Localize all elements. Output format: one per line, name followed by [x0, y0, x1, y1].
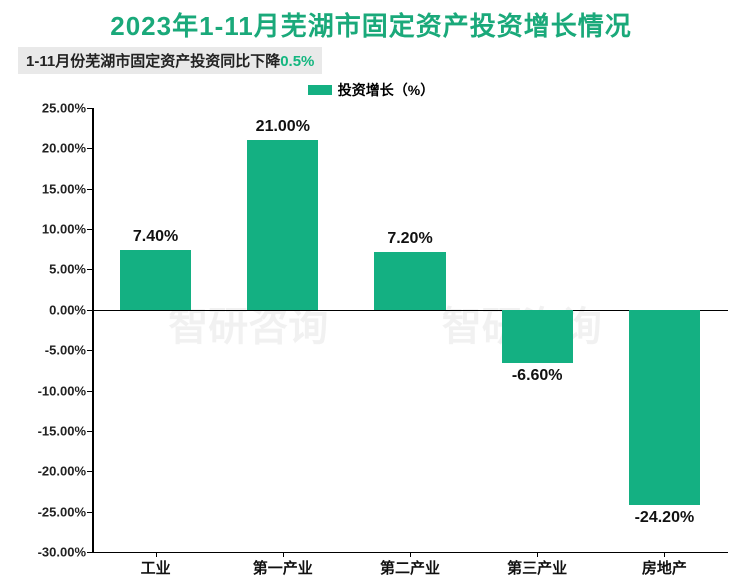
y-tick-label: 15.00%	[18, 181, 92, 196]
x-axis-bottom	[92, 552, 728, 553]
y-axis	[92, 108, 94, 552]
y-tick-label: 0.00%	[18, 302, 92, 317]
y-tick-label: 20.00%	[18, 141, 92, 156]
bar	[120, 250, 191, 310]
plot-area: 智研咨询智研咨询7.40%21.00%7.20%-6.60%-24.20%	[92, 108, 728, 552]
subtitle-prefix: 1-11月份芜湖市固定资产投资同比下降	[26, 53, 280, 70]
legend-label: 投资增长（%）	[338, 82, 434, 98]
bar	[502, 310, 573, 363]
bar-value-label: -24.20%	[635, 509, 695, 527]
bar-value-label: 7.20%	[387, 230, 432, 248]
y-tick-label: 5.00%	[18, 262, 92, 277]
legend: 投资增长（%）	[0, 80, 742, 100]
bar-value-label: 21.00%	[256, 118, 310, 136]
subtitle: 1-11月份芜湖市固定资产投资同比下降0.5%	[18, 47, 322, 74]
bar	[629, 310, 700, 505]
bar-value-label: -6.60%	[512, 367, 563, 385]
y-tick-label: -25.00%	[18, 504, 92, 519]
y-tick-label: -5.00%	[18, 343, 92, 358]
x-category-label: 工业	[141, 557, 171, 578]
x-category-label: 房地产	[642, 557, 687, 578]
bar-value-label: 7.40%	[133, 228, 178, 246]
y-tick-label: -15.00%	[18, 423, 92, 438]
x-category-label: 第二产业	[380, 557, 440, 578]
x-category-label: 第一产业	[253, 557, 313, 578]
subtitle-container: 1-11月份芜湖市固定资产投资同比下降0.5%	[18, 47, 742, 74]
chart-title: 2023年1-11月芜湖市固定资产投资增长情况	[0, 0, 742, 43]
x-category-label: 第三产业	[507, 557, 567, 578]
bar	[247, 140, 318, 310]
subtitle-highlight: 0.5%	[280, 53, 314, 70]
chart-area: 智研咨询智研咨询7.40%21.00%7.20%-6.60%-24.20% -3…	[18, 108, 728, 578]
y-tick-label: 10.00%	[18, 222, 92, 237]
legend-swatch	[308, 85, 332, 95]
y-tick-label: -10.00%	[18, 383, 92, 398]
y-tick-label: -30.00%	[18, 545, 92, 560]
y-tick-label: -20.00%	[18, 464, 92, 479]
bar	[374, 252, 445, 310]
y-tick-label: 25.00%	[18, 101, 92, 116]
